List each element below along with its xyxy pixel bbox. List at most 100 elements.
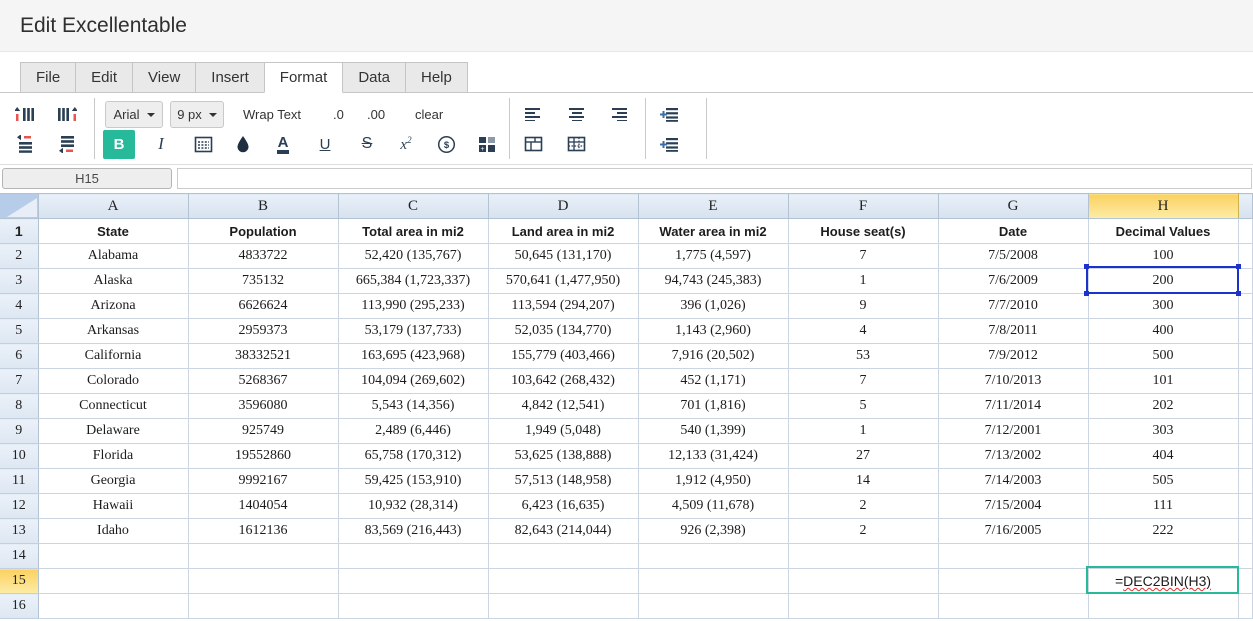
column-header-c[interactable]: C: [338, 193, 489, 219]
bold-button[interactable]: B: [103, 130, 135, 159]
cell-b1[interactable]: Population: [188, 218, 339, 244]
cell-d1[interactable]: Land area in mi2: [488, 218, 639, 244]
tab-file[interactable]: File: [20, 62, 77, 93]
align-left-button[interactable]: [518, 101, 548, 127]
tab-edit[interactable]: Edit: [75, 62, 134, 93]
cell-g8[interactable]: 7/11/2014: [938, 393, 1089, 419]
cell-a13[interactable]: Idaho: [38, 518, 189, 544]
cell-d10[interactable]: 53,625 (138,888): [488, 443, 639, 469]
cell-c12[interactable]: 10,932 (28,314): [338, 493, 489, 519]
cell-e6[interactable]: 7,916 (20,502): [638, 343, 789, 369]
cell-f12[interactable]: 2: [788, 493, 939, 519]
cell-f4[interactable]: 9: [788, 293, 939, 319]
column-header-a[interactable]: A: [38, 193, 189, 219]
row-header-5[interactable]: 5: [0, 318, 39, 344]
cell-c7[interactable]: 104,094 (269,602): [338, 368, 489, 394]
cell-e4[interactable]: 396 (1,026): [638, 293, 789, 319]
cell-d15[interactable]: [488, 568, 639, 594]
cell-d6[interactable]: 155,779 (403,466): [488, 343, 639, 369]
insert-row-above-button[interactable]: [10, 131, 40, 157]
cell-d4[interactable]: 113,594 (294,207): [488, 293, 639, 319]
column-header-h[interactable]: H: [1088, 193, 1239, 219]
cell-e15[interactable]: [638, 568, 789, 594]
cell-e16[interactable]: [638, 593, 789, 619]
cell-h6[interactable]: 500: [1088, 343, 1239, 369]
cell-d8[interactable]: 4,842 (12,541): [488, 393, 639, 419]
row-header-1[interactable]: 1: [0, 218, 39, 244]
indent-increase-button[interactable]: [654, 101, 684, 127]
cell-g2[interactable]: 7/5/2008: [938, 243, 1089, 269]
cell-e1[interactable]: Water area in mi2: [638, 218, 789, 244]
cell-f10[interactable]: 27: [788, 443, 939, 469]
cell-a3[interactable]: Alaska: [38, 268, 189, 294]
cell-d7[interactable]: 103,642 (268,432): [488, 368, 639, 394]
cell-e9[interactable]: 540 (1,399): [638, 418, 789, 444]
cell-f11[interactable]: 14: [788, 468, 939, 494]
cell-f6[interactable]: 53: [788, 343, 939, 369]
cell-e10[interactable]: 12,133 (31,424): [638, 443, 789, 469]
cell-f3[interactable]: 1: [788, 268, 939, 294]
cell-h13[interactable]: 222: [1088, 518, 1239, 544]
row-header-14[interactable]: 14: [0, 543, 39, 569]
cell-e2[interactable]: 1,775 (4,597): [638, 243, 789, 269]
insert-column-left-button[interactable]: [10, 101, 40, 127]
wrap-text-button[interactable]: Wrap Text: [243, 107, 302, 122]
cell-b15[interactable]: [188, 568, 339, 594]
cell-h4[interactable]: 300: [1088, 293, 1239, 319]
cell-f13[interactable]: 2: [788, 518, 939, 544]
cell-g6[interactable]: 7/9/2012: [938, 343, 1089, 369]
underline-button[interactable]: U: [310, 131, 340, 157]
cell-c4[interactable]: 113,990 (295,233): [338, 293, 489, 319]
cell-b4[interactable]: 6626624: [188, 293, 339, 319]
cell-a11[interactable]: Georgia: [38, 468, 189, 494]
cell-format-button[interactable]: [188, 131, 218, 157]
cell-f8[interactable]: 5: [788, 393, 939, 419]
cell-b6[interactable]: 38332521: [188, 343, 339, 369]
cell-h12[interactable]: 111: [1088, 493, 1239, 519]
cell-b14[interactable]: [188, 543, 339, 569]
cell-a7[interactable]: Colorado: [38, 368, 189, 394]
row-header-7[interactable]: 7: [0, 368, 39, 394]
cell-c13[interactable]: 83,569 (216,443): [338, 518, 489, 544]
cell-f7[interactable]: 7: [788, 368, 939, 394]
cell-d13[interactable]: 82,643 (214,044): [488, 518, 639, 544]
insert-column-right-button[interactable]: [52, 101, 82, 127]
cell-g14[interactable]: [938, 543, 1089, 569]
cell-b16[interactable]: [188, 593, 339, 619]
cell-c8[interactable]: 5,543 (14,356): [338, 393, 489, 419]
cell-c9[interactable]: 2,489 (6,446): [338, 418, 489, 444]
cell-h2[interactable]: 100: [1088, 243, 1239, 269]
cell-h7[interactable]: 101: [1088, 368, 1239, 394]
cell-a2[interactable]: Alabama: [38, 243, 189, 269]
cell-g10[interactable]: 7/13/2002: [938, 443, 1089, 469]
row-header-9[interactable]: 9: [0, 418, 39, 444]
clear-formatting-button[interactable]: clear: [415, 107, 444, 122]
cell-h8[interactable]: 202: [1088, 393, 1239, 419]
row-header-6[interactable]: 6: [0, 343, 39, 369]
cell-h16[interactable]: [1088, 593, 1239, 619]
cell-e7[interactable]: 452 (1,171): [638, 368, 789, 394]
select-all-corner[interactable]: [0, 193, 39, 219]
cell-a14[interactable]: [38, 543, 189, 569]
tab-format[interactable]: Format: [263, 62, 344, 93]
cell-b10[interactable]: 19552860: [188, 443, 339, 469]
row-header-8[interactable]: 8: [0, 393, 39, 419]
cell-h5[interactable]: 400: [1088, 318, 1239, 344]
increase-decimal-button[interactable]: .00: [367, 107, 386, 122]
cell-b2[interactable]: 4833722: [188, 243, 339, 269]
italic-button[interactable]: I: [146, 131, 176, 157]
cell-c6[interactable]: 163,695 (423,968): [338, 343, 489, 369]
font-family-dropdown[interactable]: Arial: [105, 101, 163, 128]
cell-b9[interactable]: 925749: [188, 418, 339, 444]
cell-a1[interactable]: State: [38, 218, 189, 244]
cell-h9[interactable]: 303: [1088, 418, 1239, 444]
tab-view[interactable]: View: [132, 62, 197, 93]
row-header-13[interactable]: 13: [0, 518, 39, 544]
cell-c11[interactable]: 59,425 (153,910): [338, 468, 489, 494]
cell-g9[interactable]: 7/12/2001: [938, 418, 1089, 444]
cell-e3[interactable]: 94,743 (245,383): [638, 268, 789, 294]
cell-f16[interactable]: [788, 593, 939, 619]
cell-f9[interactable]: 1: [788, 418, 939, 444]
cell-h10[interactable]: 404: [1088, 443, 1239, 469]
cell-d2[interactable]: 50,645 (131,170): [488, 243, 639, 269]
